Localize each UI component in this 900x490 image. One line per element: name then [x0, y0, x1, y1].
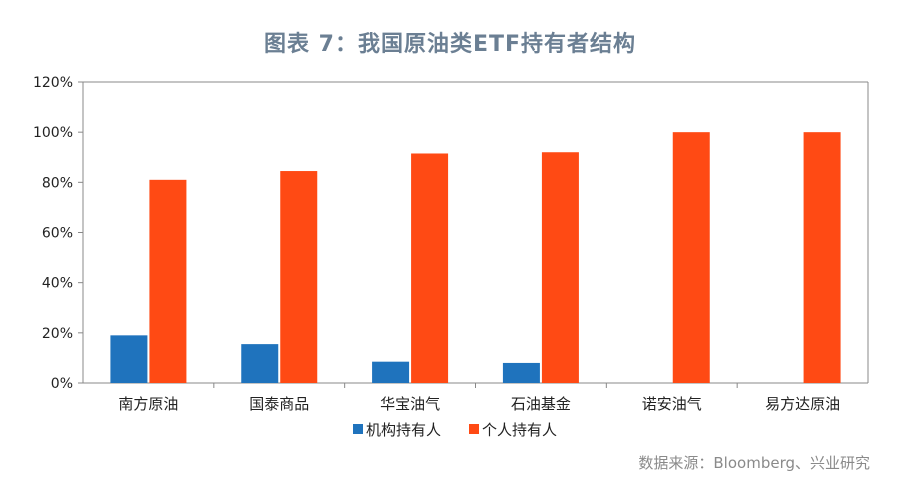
- y-tick-label: 80%: [42, 175, 73, 191]
- legend-label: 机构持有人: [366, 421, 441, 439]
- legend: 机构持有人 个人持有人: [353, 421, 557, 439]
- bar-individual: [541, 152, 579, 383]
- x-axis: 南方原油 国泰商品 华宝油气 石油基金 诺安油气 易方达原油: [83, 382, 868, 413]
- legend-label: 个人持有人: [482, 421, 557, 439]
- chart-title: 图表 7：我国原油类ETF持有者结构: [263, 32, 637, 57]
- bar-institutional: [502, 362, 540, 383]
- bar-individual: [803, 132, 841, 383]
- bar-individual: [280, 171, 318, 383]
- bar-institutional: [372, 361, 410, 383]
- x-tick-label: 石油基金: [511, 395, 571, 413]
- bars: [110, 132, 841, 383]
- y-tick-label: 20%: [42, 326, 73, 342]
- x-tick-label: 华宝油气: [380, 395, 440, 413]
- y-tick-label: 100%: [33, 125, 73, 141]
- x-tick-label: 南方原油: [118, 395, 178, 413]
- bar-institutional: [241, 344, 279, 383]
- y-tick-label: 60%: [42, 226, 73, 242]
- bar-individual: [149, 179, 187, 383]
- y-tick-label: 120%: [33, 75, 73, 91]
- y-tick-label: 40%: [42, 276, 73, 292]
- y-tick-label: 0%: [51, 376, 73, 392]
- x-tick-label: 国泰商品: [249, 395, 309, 413]
- bar-institutional: [110, 335, 148, 383]
- legend-swatch: [353, 424, 363, 434]
- bar-individual: [411, 153, 449, 383]
- x-tick-label: 易方达原油: [765, 395, 840, 413]
- legend-swatch: [469, 424, 479, 434]
- x-tick-label: 诺安油气: [642, 395, 702, 413]
- bar-individual: [672, 132, 710, 383]
- source-note: 数据来源：Bloomberg、兴业研究: [638, 454, 870, 472]
- y-axis: 0% 20% 40% 60% 80% 100% 120%: [33, 75, 869, 392]
